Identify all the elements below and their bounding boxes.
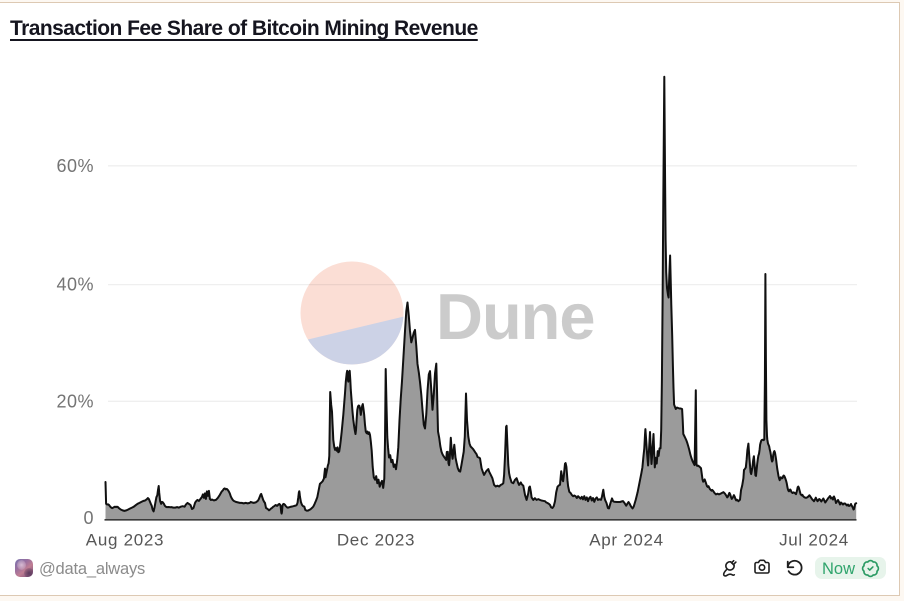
svg-text:40%: 40% [56, 275, 94, 295]
svg-text:Apr 2024: Apr 2024 [589, 531, 664, 550]
svg-text:Jul 2024: Jul 2024 [779, 531, 849, 550]
svg-text:20%: 20% [56, 391, 94, 411]
svg-text:0: 0 [83, 508, 94, 528]
svg-text:60%: 60% [56, 156, 94, 176]
svg-text:Aug 2023: Aug 2023 [86, 531, 164, 550]
svg-text:Dune: Dune [436, 280, 595, 353]
svg-text:Dec 2023: Dec 2023 [337, 531, 415, 550]
